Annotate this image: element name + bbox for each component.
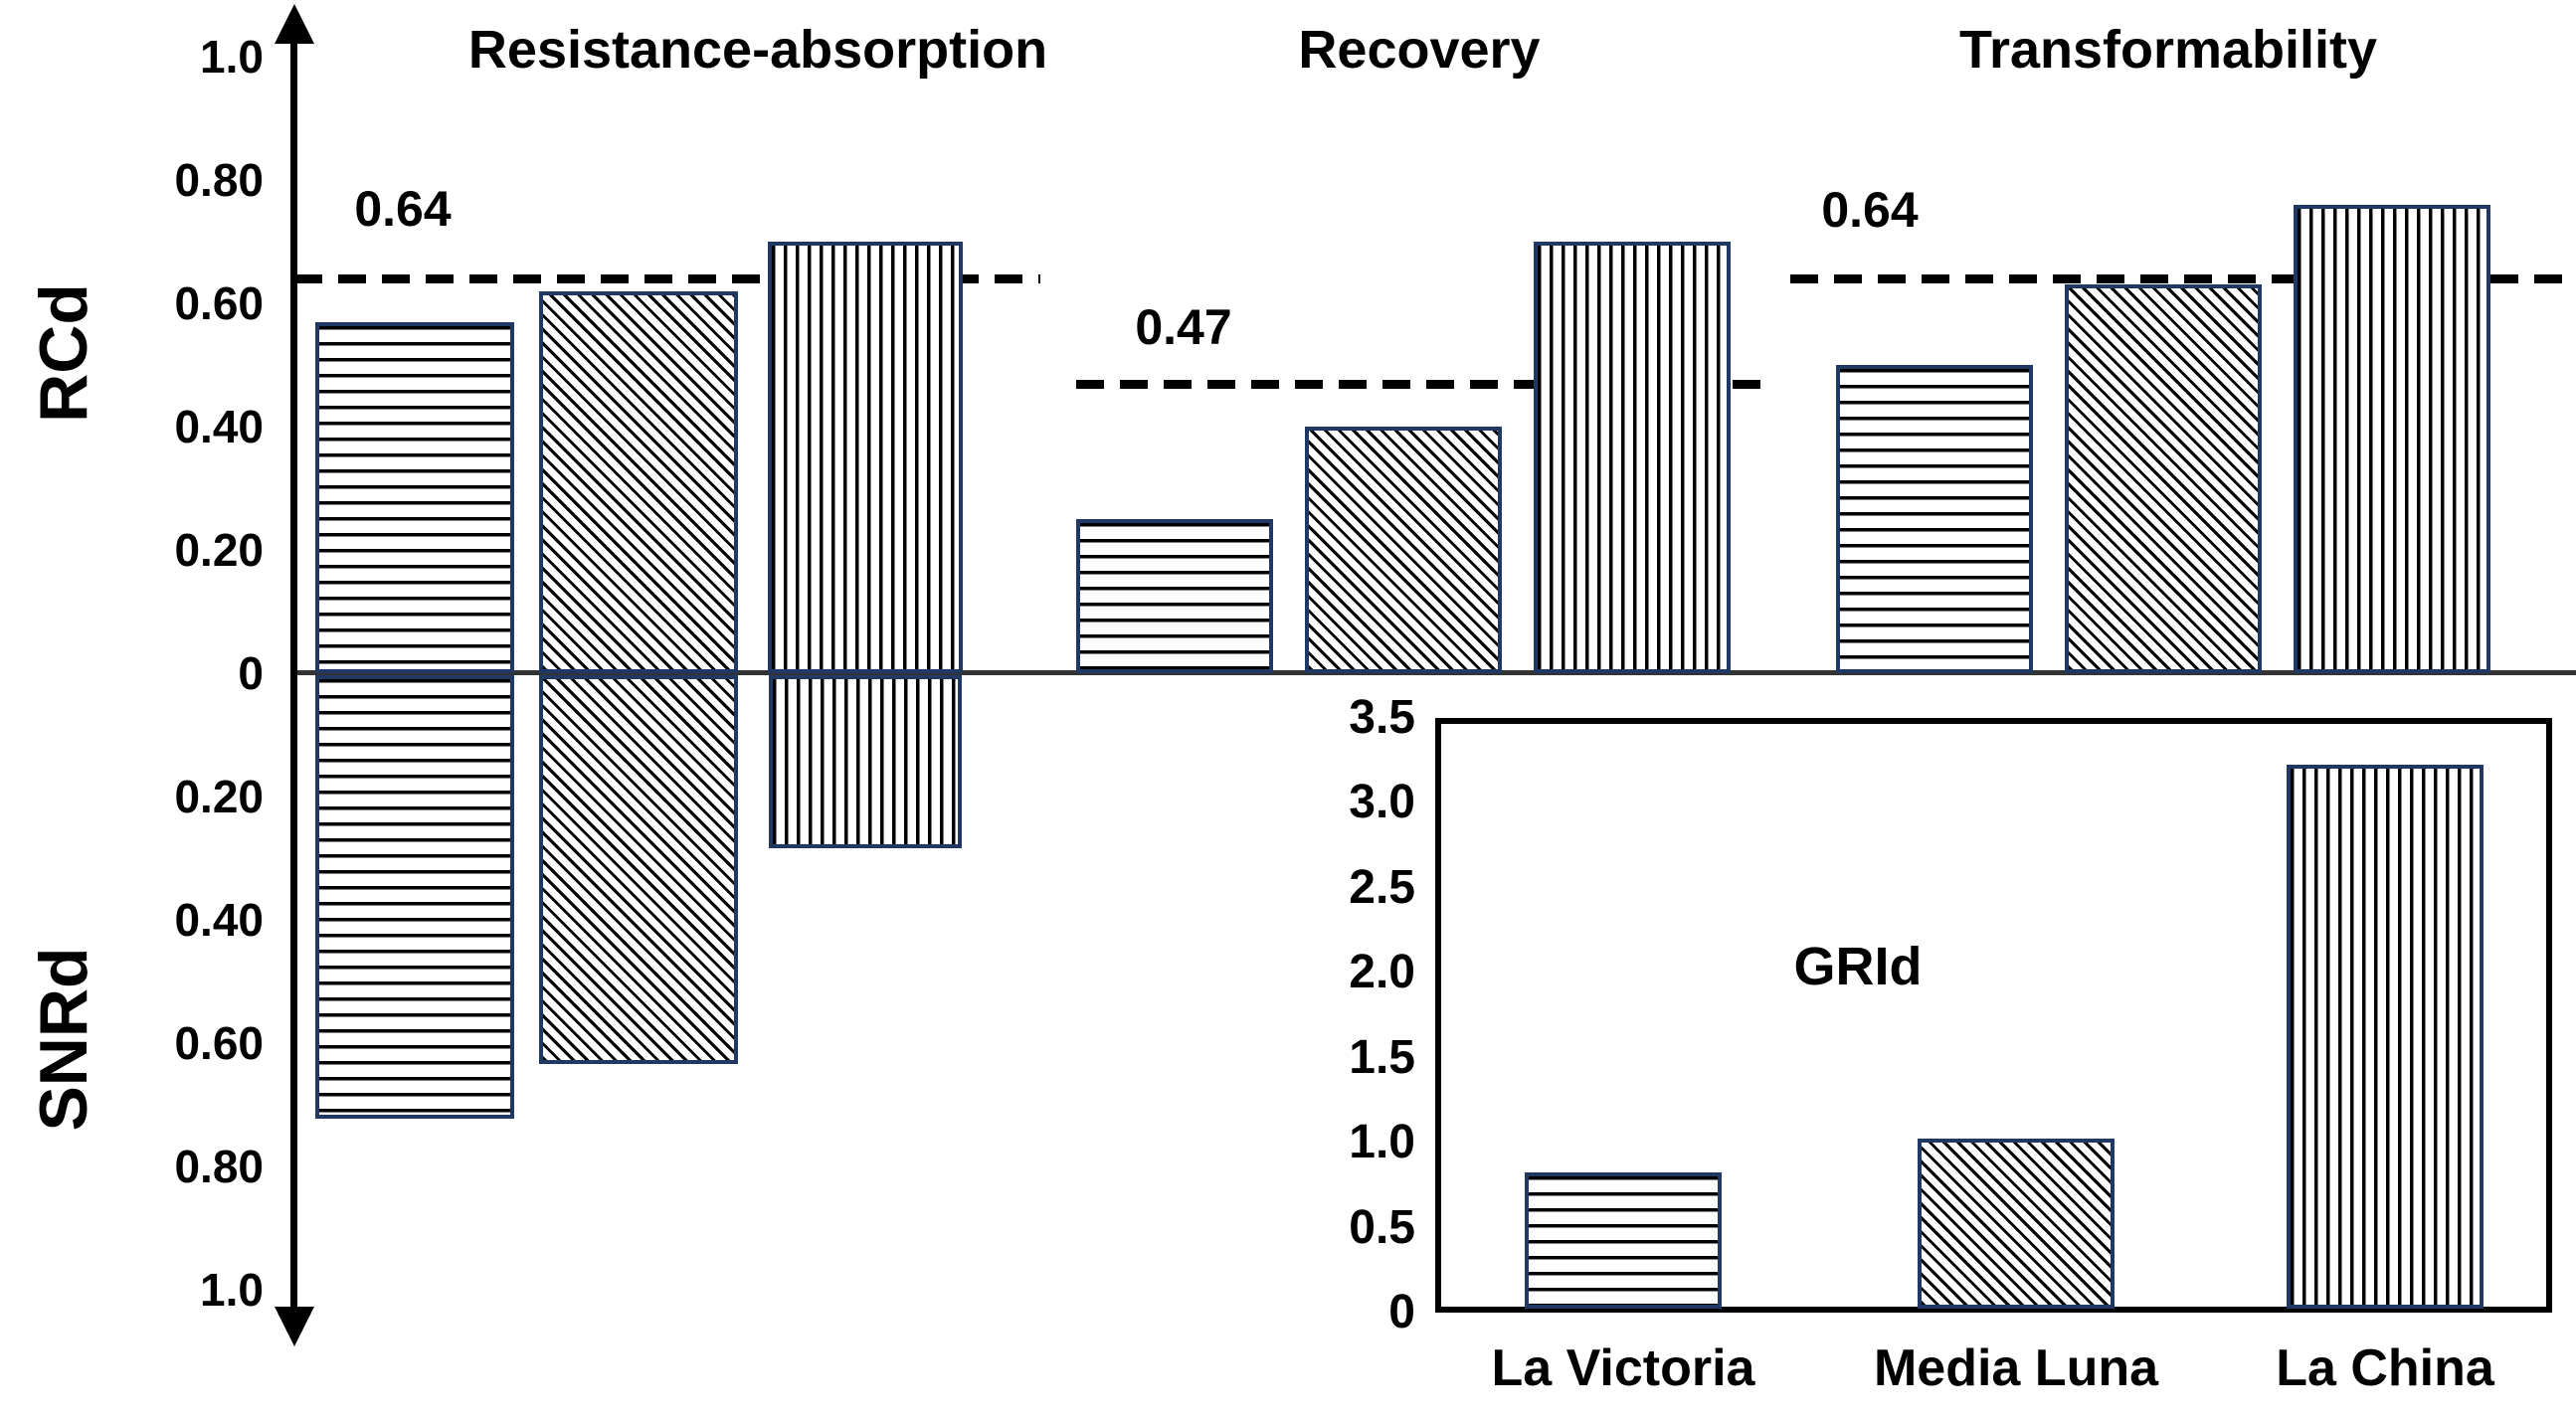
threshold-label-resistance-absorption: 0.64 <box>354 181 452 237</box>
inset-tick-3.0: 3.0 <box>1349 776 1415 829</box>
inset-tick-0: 0 <box>1388 1286 1415 1338</box>
threshold-line-0 <box>294 274 1040 284</box>
inset-grid-title: GRId <box>1793 937 1923 996</box>
snrd-tick-0.40: 0.40 <box>174 894 264 946</box>
inset-tick-2.0: 2.0 <box>1349 946 1415 999</box>
snrd-tick-0.80: 0.80 <box>174 1141 264 1192</box>
bar-rcd-g2-la-china <box>2294 205 2490 673</box>
bar-rcd-g0-media-luna <box>539 291 738 673</box>
rcd-tick-0.80: 0.80 <box>174 154 264 206</box>
bar-snrd-la-victoria <box>315 675 514 1119</box>
bar-rcd-g2-media-luna <box>2065 284 2262 673</box>
snrd-tick-1.0: 1.0 <box>200 1264 264 1316</box>
snrd-tick-0.60: 0.60 <box>174 1017 264 1069</box>
group-title-resistance-absorption: Resistance-absorption <box>467 20 1048 80</box>
inset-tick-3.5: 3.5 <box>1349 691 1415 744</box>
inset-xlabel-media-luna: Media Luna <box>1873 1339 2159 1397</box>
inset-xlabel-la-china: La China <box>2276 1339 2494 1397</box>
bar-rcd-g0-la-victoria <box>315 322 514 673</box>
inset-tick-2.5: 2.5 <box>1349 860 1415 914</box>
bar-snrd-media-luna <box>539 675 738 1064</box>
inset-xlabel-la-victoria: La Victoria <box>1491 1339 1755 1397</box>
rcd-tick-1.0: 1.0 <box>200 31 264 83</box>
bar-rcd-g1-la-china <box>1534 242 1731 673</box>
y-axis-up-arrow-icon <box>275 4 314 44</box>
inset-bar-la-victoria <box>1525 1172 1722 1309</box>
inset-tick-1.5: 1.5 <box>1349 1030 1415 1084</box>
rcd-tick-0: 0 <box>238 647 264 699</box>
snrd-tick-0.20: 0.20 <box>174 771 264 822</box>
rcd-tick-0.20: 0.20 <box>174 524 264 576</box>
rcd-tick-0.40: 0.40 <box>174 401 264 452</box>
bar-rcd-g0-la-china <box>768 242 963 673</box>
group-title-transformability: Transformability <box>1958 20 2378 80</box>
inset-tick-1.0: 1.0 <box>1349 1116 1415 1169</box>
rcd-tick-0.60: 0.60 <box>174 277 264 329</box>
inset-bar-media-luna <box>1918 1139 2115 1309</box>
threshold-label-transformability: 0.64 <box>1821 182 1919 238</box>
bar-rcd-g2-la-victoria <box>1836 365 2033 673</box>
threshold-line-1 <box>1076 379 1768 389</box>
group-title-recovery: Recovery <box>1298 20 1541 80</box>
threshold-line-2 <box>1790 274 2570 284</box>
y-axis-down-arrow-icon <box>275 1307 314 1346</box>
bar-snrd-la-china <box>769 675 962 848</box>
bar-rcd-g1-media-luna <box>1305 427 1502 673</box>
bar-rcd-g1-la-victoria <box>1076 519 1273 673</box>
inset-tick-0.5: 0.5 <box>1349 1200 1415 1254</box>
y-axis-line <box>290 34 297 1311</box>
threshold-label-recovery: 0.47 <box>1135 299 1232 355</box>
inset-bar-la-china <box>2287 765 2484 1309</box>
